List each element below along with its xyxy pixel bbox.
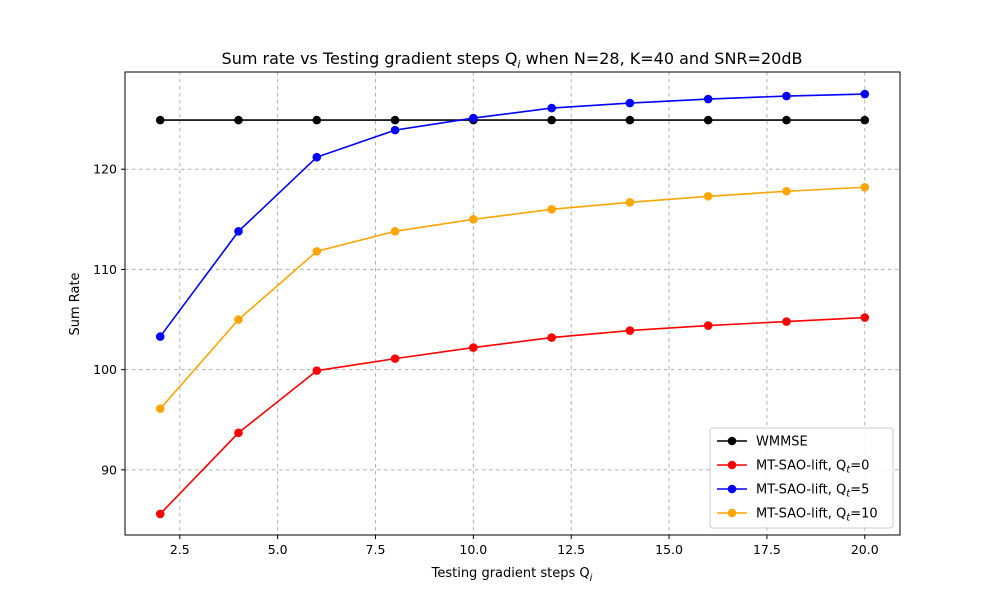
data-point [782, 115, 791, 125]
data-point [234, 315, 243, 324]
data-point [625, 197, 635, 207]
data-point [390, 115, 400, 125]
data-point [234, 227, 243, 236]
data-point [390, 354, 400, 363]
legend-label: MT-SAO-lift, Qt=10 [756, 507, 878, 524]
y-tick-label: 110 [93, 262, 117, 277]
x-tick-label: 5.0 [268, 542, 288, 557]
series-1 [155, 313, 870, 519]
data-point [469, 113, 478, 123]
x-tick-label: 15.0 [655, 542, 683, 557]
x-tick-label: 10.0 [459, 542, 487, 557]
data-point [625, 98, 635, 108]
data-point [312, 247, 322, 256]
data-point [469, 343, 478, 352]
data-point [782, 91, 791, 101]
legend-item-0: WMMSE [717, 435, 808, 450]
series-2 [155, 89, 870, 341]
series-line [159, 316, 865, 515]
x-tick-label: 17.5 [753, 542, 781, 557]
legend-marker [727, 508, 737, 518]
x-tick-label: 2.5 [170, 542, 190, 557]
series-layer [155, 89, 870, 519]
y-tick-label: 100 [93, 362, 117, 377]
data-point [547, 103, 556, 113]
data-point [860, 313, 870, 322]
series-line [159, 186, 865, 410]
legend-item-2: MT-SAO-lift, Qt=5 [717, 483, 869, 500]
data-point [234, 428, 243, 438]
data-point [155, 509, 165, 519]
legend-marker [727, 460, 737, 470]
data-point [860, 182, 870, 192]
data-point [390, 227, 400, 236]
data-point [860, 89, 870, 99]
legend-marker [727, 436, 737, 446]
data-point [547, 204, 556, 214]
data-point [234, 115, 243, 125]
data-point [860, 115, 870, 125]
y-tick-label: 90 [101, 462, 117, 477]
data-point [155, 332, 165, 341]
data-point [703, 191, 713, 201]
plot-frame [124, 71, 901, 536]
data-point [547, 115, 556, 125]
data-point [155, 115, 165, 125]
chart-title: Sum rate vs Testing gradient steps Qi wh… [222, 49, 803, 71]
data-point [703, 115, 713, 125]
legend-box [709, 427, 894, 529]
data-point [703, 94, 713, 104]
series-3 [155, 182, 870, 414]
data-point [390, 125, 400, 135]
data-point [782, 317, 791, 326]
data-point [312, 115, 322, 125]
x-tick-label: 12.5 [557, 542, 585, 557]
data-point [625, 326, 635, 335]
ticks: 2.5 5.0 7.5 10.0 12.5 15.0 17.5 20.0 90 100 110 120 [93, 162, 879, 557]
series-line [159, 93, 865, 338]
data-point [782, 186, 791, 196]
legend: WMMSE MT-SAO-lift, Qt=0 MT-SAO-lift, Qt=5 M… [709, 427, 894, 529]
data-point [703, 321, 713, 330]
legend-item-3: MT-SAO-lift, Qt=10 [717, 507, 878, 524]
legend-marker [727, 484, 737, 494]
legend-label: MT-SAO-lift, Qt=5 [756, 483, 869, 500]
y-tick-label: 120 [93, 162, 117, 177]
x-tick-label: 7.5 [366, 542, 386, 557]
data-point [155, 404, 165, 414]
legend-label: WMMSE [756, 435, 808, 450]
legend-item-1: MT-SAO-lift, Qt=0 [717, 459, 869, 476]
data-point [547, 333, 556, 342]
data-point [469, 215, 478, 224]
y-axis-label: Sum Rate [68, 272, 83, 335]
data-point [312, 152, 322, 162]
x-tick-label: 20.0 [851, 542, 879, 557]
x-axis-label: Testing gradient steps Qi [431, 566, 593, 584]
data-point [312, 366, 322, 375]
series-0 [155, 115, 870, 125]
legend-label: MT-SAO-lift, Qt=0 [756, 459, 869, 476]
data-point [625, 115, 635, 125]
